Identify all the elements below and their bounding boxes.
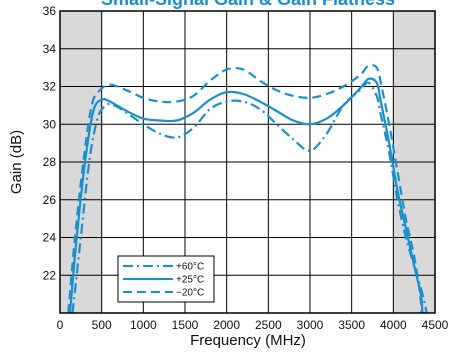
series-line-minus20c xyxy=(67,63,423,313)
legend-label-minus20c: −20°C xyxy=(176,288,204,299)
x-tick-label: 2000 xyxy=(213,318,240,332)
x-tick-label: 4500 xyxy=(422,318,449,332)
legend: +60°C +25°C −20°C xyxy=(117,255,215,303)
x-tick-label: 4000 xyxy=(380,318,407,332)
series-lines xyxy=(67,63,428,313)
y-axis-label: Gain (dB) xyxy=(8,130,25,194)
y-tick-label: 24 xyxy=(43,231,57,245)
y-tick-labels: 22 24 26 28 30 32 34 36 xyxy=(43,4,57,282)
x-tick-label: 1500 xyxy=(172,318,199,332)
y-tick-label: 30 xyxy=(43,117,57,131)
legend-label-plus60c: +60°C xyxy=(176,262,204,273)
plot-frame xyxy=(59,10,436,314)
chart-title: Small-Signal Gain & Gain Flatness xyxy=(101,0,395,9)
series-line-plus25c xyxy=(68,77,424,313)
legend-label-plus25c: +25°C xyxy=(176,275,204,286)
y-tick-label: 32 xyxy=(43,80,57,94)
x-tick-label: 0 xyxy=(57,318,64,332)
x-tick-labels: 0 500 1000 1500 2000 2500 3000 3500 4000 4500 xyxy=(57,318,449,332)
x-tick-label: 3500 xyxy=(338,318,365,332)
y-tick-label: 34 xyxy=(43,42,57,56)
x-tick-label: 500 xyxy=(92,318,112,332)
x-tick-label: 2500 xyxy=(255,318,282,332)
x-axis-label: Frequency (MHz) xyxy=(190,332,306,349)
y-tick-label: 36 xyxy=(43,4,57,18)
y-tick-label: 22 xyxy=(43,268,57,282)
series-line-plus60c xyxy=(71,81,428,313)
x-tick-label: 3000 xyxy=(297,318,324,332)
grid xyxy=(59,10,436,313)
x-tick-label: 1000 xyxy=(130,318,157,332)
y-tick-label: 28 xyxy=(43,155,57,169)
y-tick-label: 26 xyxy=(43,193,57,207)
